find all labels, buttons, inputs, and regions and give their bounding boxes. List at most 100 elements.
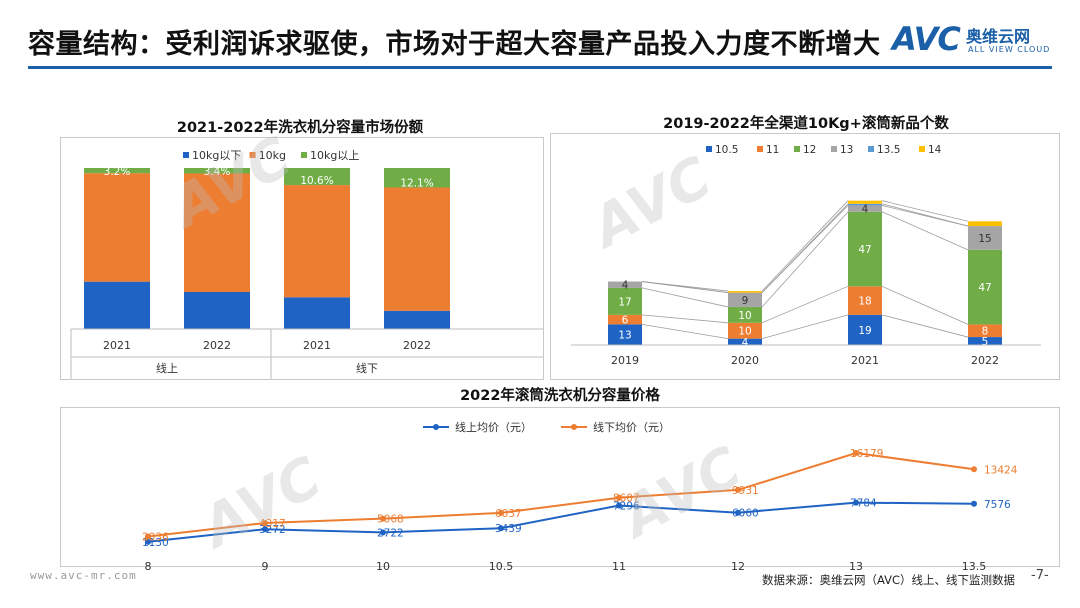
legend-swatch-4	[868, 146, 874, 152]
bar-segment-5-2	[848, 200, 882, 204]
bar-segment-1-3	[384, 187, 450, 311]
data-point-1-7	[971, 466, 977, 473]
legend-swatch-1	[249, 152, 256, 158]
price-chart-title: 2022年滚筒洗衣机分容量价格	[460, 388, 660, 404]
website-url[interactable]: www.avc-mr.com	[30, 569, 137, 582]
logo-chinese-name: 奥维云网	[966, 27, 1031, 46]
data-label: 5	[982, 336, 989, 348]
data-label: 2722	[377, 527, 404, 539]
data-label: 4	[622, 280, 629, 292]
legend-label-1: 10kg	[259, 149, 286, 162]
data-point-0-4	[616, 502, 622, 509]
data-point-0-1	[262, 526, 268, 533]
data-label: 19	[858, 325, 871, 337]
logo-english-name: ALL VIEW CLOUD	[968, 45, 1051, 54]
data-point-0-3	[498, 525, 504, 532]
x-tick-label: 10.5	[489, 560, 514, 573]
newproduct-chart-title: 2019-2022年全渠道10Kg+滚筒新品个数	[663, 116, 949, 132]
data-point-1-4	[616, 494, 622, 501]
x-tick-label: 2022	[203, 339, 231, 352]
x-tick-label: 11	[612, 560, 626, 573]
data-point-1-2	[380, 515, 386, 522]
x-tick-label: 2020	[731, 354, 759, 367]
bar-segment-0-0	[608, 324, 642, 345]
legend-label-4: 13.5	[877, 144, 900, 156]
data-label: 13424	[984, 464, 1018, 476]
bar-segment-3-0	[608, 281, 642, 288]
data-label: 5068	[377, 514, 404, 526]
series-line-0	[147, 501, 975, 543]
series-line	[641, 323, 729, 340]
x-tick-label: 9	[262, 560, 269, 573]
data-label: 8607	[613, 493, 640, 505]
bar-segment-1-2	[848, 286, 882, 315]
x-tick-label: 8	[145, 560, 152, 573]
bar-segment-2-0	[84, 168, 150, 174]
series-line	[641, 281, 729, 292]
price-chart: 线上均价（元） 线下均价（元） 1130 3272 2722 3439 7296 6060 77…	[142, 420, 1018, 573]
x-tick-label: 13.5	[962, 560, 987, 573]
bar-segment-1-3	[968, 324, 1002, 338]
series-line	[641, 314, 729, 324]
bar-segment-3-3	[968, 226, 1002, 250]
series-line	[761, 200, 849, 292]
data-point-0-5	[735, 509, 741, 516]
legend-swatch-1	[757, 146, 763, 152]
price-chart-panel: 线上均价（元） 线下均价（元） 1130 3272 2722 3439 7296 6060 77…	[60, 407, 1060, 573]
bar-segment-5-1	[728, 291, 762, 293]
data-point-0-0	[145, 538, 151, 545]
group-label: 线下	[356, 361, 378, 375]
data-label: 2036	[142, 531, 169, 543]
data-label: 1130	[142, 537, 169, 549]
legend-label-0: 10.5	[715, 144, 738, 156]
legend-label-2: 10kg以上	[310, 149, 359, 162]
legend-swatch-2	[794, 146, 800, 152]
data-label: 6	[622, 315, 629, 327]
logo-mark: AVC	[892, 20, 961, 58]
data-label: 3439	[495, 523, 522, 535]
bar-segment-2-3	[968, 249, 1002, 325]
legend-label-0: 10kg以下	[192, 149, 241, 162]
data-label: 10.6%	[300, 175, 333, 187]
data-point-0-7	[971, 500, 977, 507]
data-label: 16179	[850, 448, 883, 460]
share-chart-panel: 10kg以下 10kg 10kg以上 3.2% 2021 3.4% 2022 10.6% 202…	[60, 137, 544, 380]
data-label: 4317	[259, 518, 286, 530]
legend-marker-1	[571, 424, 577, 430]
x-tick-label: 2019	[611, 354, 639, 367]
data-point-1-5	[735, 486, 741, 493]
data-label: 7576	[984, 499, 1011, 511]
data-label: 3.4%	[204, 166, 231, 178]
data-label: 3272	[259, 524, 286, 536]
bar-segment-0-2	[848, 314, 882, 345]
legend-label-5: 14	[928, 144, 942, 156]
x-tick-label: 2021	[103, 339, 131, 352]
bar-segment-4-2	[848, 203, 882, 206]
data-point-0-6	[853, 499, 859, 506]
x-tick-label: 2021	[303, 339, 331, 352]
data-label: 15	[978, 233, 991, 245]
bar-segment-1-0	[608, 314, 642, 325]
group-label: 线上	[156, 361, 178, 375]
data-label: 8	[982, 326, 989, 338]
data-label: 4	[742, 337, 749, 349]
data-label: 10	[738, 310, 751, 322]
legend-marker-0	[433, 424, 439, 430]
share-chart: 10kg以下 10kg 10kg以上 3.2% 2021 3.4% 2022 10.6% 202…	[70, 149, 543, 379]
x-tick-label: 2022	[971, 354, 999, 367]
bar-segment-0-3	[384, 310, 450, 329]
bar-segment-2-3	[384, 168, 450, 188]
x-tick-label: 12	[731, 560, 745, 573]
bar-segment-0-3	[968, 337, 1002, 345]
series-line	[881, 211, 969, 251]
page-title: 容量结构：受利润诉求驱使，市场对于超大容量产品投入力度不断增大	[28, 29, 881, 60]
bar-segment-2-2	[848, 211, 882, 287]
series-line	[881, 314, 969, 338]
data-label: 6060	[732, 508, 759, 520]
data-label: 7296	[613, 500, 640, 512]
legend-label-2: 12	[803, 144, 816, 156]
bar-segment-0-1	[728, 338, 762, 345]
series-line	[761, 314, 849, 340]
series-line	[881, 200, 969, 222]
data-label: 4	[862, 204, 869, 216]
